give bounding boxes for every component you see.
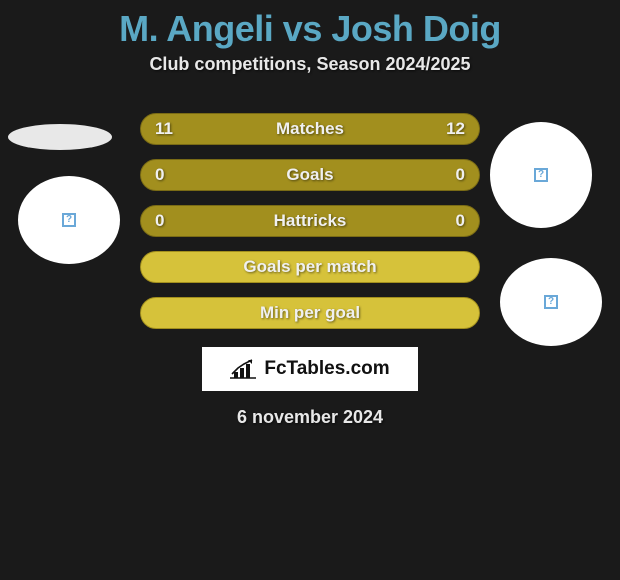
stat-right-value: 12 <box>446 119 465 139</box>
stat-label: Min per goal <box>141 303 479 323</box>
image-placeholder-icon <box>62 213 76 227</box>
footer-date: 6 november 2024 <box>0 407 620 428</box>
stat-right-value: 0 <box>456 211 465 231</box>
stat-label: Matches <box>141 119 479 139</box>
stat-left-value: 0 <box>155 211 164 231</box>
stat-row-matches: 11 Matches 12 <box>140 113 480 145</box>
decor-ellipse <box>8 124 112 150</box>
stat-left-value: 0 <box>155 165 164 185</box>
stat-label: Hattricks <box>141 211 479 231</box>
page-subtitle: Club competitions, Season 2024/2025 <box>0 54 620 75</box>
player-left-avatar-circle <box>18 176 120 264</box>
branding-box: FcTables.com <box>202 347 418 391</box>
image-placeholder-icon <box>544 295 558 309</box>
image-placeholder-icon <box>534 168 548 182</box>
player-right-avatar-circle <box>490 122 592 228</box>
stat-row-goals-per-match: Goals per match <box>140 251 480 283</box>
stat-right-value: 0 <box>456 165 465 185</box>
fctables-chart-icon <box>230 358 258 380</box>
page-title: M. Angeli vs Josh Doig <box>0 0 620 50</box>
stat-row-hattricks: 0 Hattricks 0 <box>140 205 480 237</box>
stat-label: Goals per match <box>141 257 479 277</box>
decor-circle-bottomright <box>500 258 602 346</box>
stat-label: Goals <box>141 165 479 185</box>
stat-row-goals: 0 Goals 0 <box>140 159 480 191</box>
stat-left-value: 11 <box>155 119 173 139</box>
stat-row-min-per-goal: Min per goal <box>140 297 480 329</box>
branding-text: FcTables.com <box>264 358 389 380</box>
stats-container: 11 Matches 12 0 Goals 0 0 Hattricks 0 Go… <box>140 113 480 329</box>
